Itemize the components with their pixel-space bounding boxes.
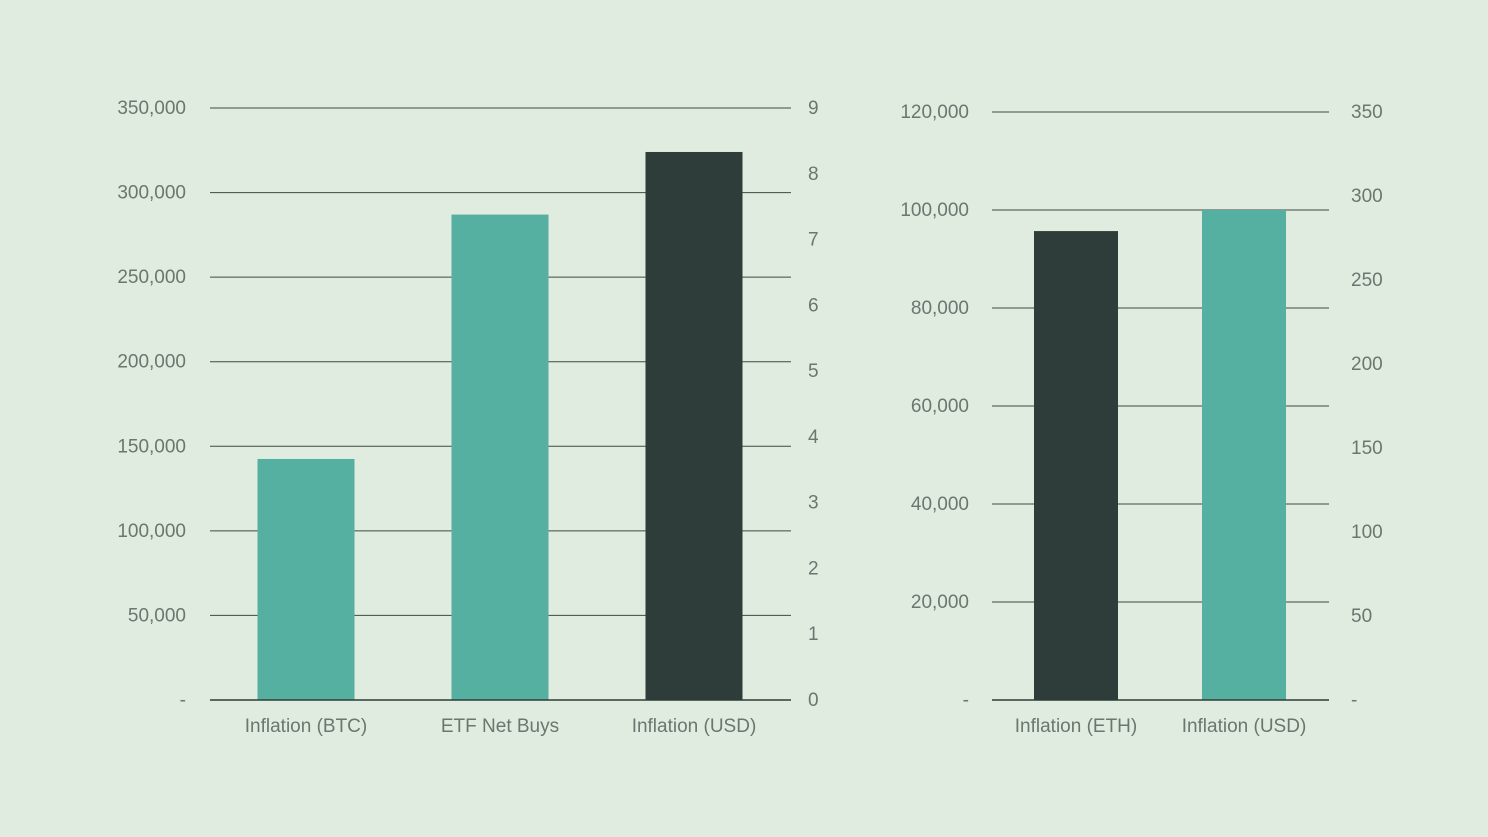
x-category-label: Inflation (BTC): [245, 716, 367, 737]
y-tick-label: 40,000: [911, 494, 969, 515]
y2-tick-label: 1: [808, 624, 819, 645]
x-category-label: Inflation (ETH): [1015, 716, 1137, 737]
y-tick-label: 100,000: [900, 200, 969, 221]
y2-tick-label: -: [1351, 690, 1357, 711]
y2-tick-label: 5: [808, 361, 819, 382]
bar-chart-left: - 50,000 100,000 150,000 200,000 250,000 300,0…: [117, 98, 819, 737]
x-category-label: Inflation (USD): [632, 716, 757, 737]
y-tick-label: 120,000: [900, 102, 969, 123]
bar: [645, 151, 743, 700]
y-tick-label: 50,000: [128, 605, 186, 626]
y-tick-label: -: [963, 690, 969, 711]
bar: [451, 214, 549, 700]
y2-tick-label: 3: [808, 493, 819, 514]
y2-tick-label: 300: [1351, 186, 1383, 207]
bar: [1034, 231, 1118, 700]
x-category-label: ETF Net Buys: [441, 716, 559, 737]
x-category-label: Inflation (USD): [1182, 716, 1307, 737]
y-tick-label: 80,000: [911, 298, 969, 319]
y2-tick-label: 7: [808, 230, 819, 251]
bar-chart-right: - 20,000 40,000 60,000 80,000 100,000 120,000 -…: [900, 102, 1382, 737]
bar: [257, 458, 355, 700]
y2-tick-label: 6: [808, 295, 819, 316]
y-tick-label: -: [180, 690, 186, 711]
y2-tick-label: 200: [1351, 354, 1383, 375]
y-tick-label: 350,000: [117, 98, 186, 119]
y2-tick-label: 50: [1351, 606, 1372, 627]
y-tick-label: 300,000: [117, 183, 186, 204]
y-tick-label: 100,000: [117, 521, 186, 542]
y-tick-label: 250,000: [117, 267, 186, 288]
y2-tick-label: 4: [808, 427, 819, 448]
y-tick-label: 60,000: [911, 396, 969, 417]
y2-tick-label: 100: [1351, 522, 1383, 543]
y2-tick-label: 150: [1351, 438, 1383, 459]
y2-tick-label: 8: [808, 164, 819, 185]
y-tick-label: 150,000: [117, 436, 186, 457]
y2-tick-label: 2: [808, 558, 819, 579]
bar: [1202, 210, 1286, 700]
y2-tick-label: 250: [1351, 270, 1383, 291]
y2-tick-label: 0: [808, 690, 819, 711]
y2-tick-label: 350: [1351, 102, 1383, 123]
y-tick-label: 200,000: [117, 352, 186, 373]
y2-tick-label: 9: [808, 98, 819, 119]
y-tick-label: 20,000: [911, 592, 969, 613]
